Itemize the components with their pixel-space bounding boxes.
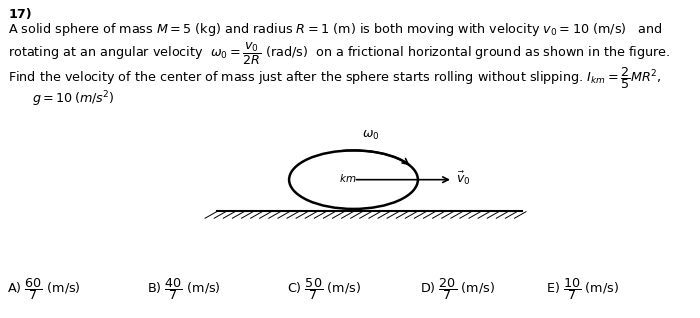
Text: D) $\dfrac{20}{7}$ (m/s): D) $\dfrac{20}{7}$ (m/s) bbox=[420, 276, 495, 302]
Text: B) $\dfrac{40}{7}$ (m/s): B) $\dfrac{40}{7}$ (m/s) bbox=[147, 276, 220, 302]
Text: Find the velocity of the center of mass just after the sphere starts rolling wit: Find the velocity of the center of mass … bbox=[8, 65, 662, 91]
Text: $\omega_0$: $\omega_0$ bbox=[363, 129, 379, 142]
Text: $g = 10\,(m/s^2)$: $g = 10\,(m/s^2)$ bbox=[32, 89, 114, 109]
Text: $\vec{v}_0$: $\vec{v}_0$ bbox=[456, 169, 471, 187]
Text: $km$: $km$ bbox=[340, 172, 356, 184]
Text: A solid sphere of mass $M = 5$ (kg) and radius $R = 1$ (m) is both moving with v: A solid sphere of mass $M = 5$ (kg) and … bbox=[8, 21, 663, 38]
Text: E) $\dfrac{10}{7}$ (m/s): E) $\dfrac{10}{7}$ (m/s) bbox=[546, 276, 619, 302]
Text: C) $\dfrac{50}{7}$ (m/s): C) $\dfrac{50}{7}$ (m/s) bbox=[287, 276, 361, 302]
Text: A) $\dfrac{60}{7}$ (m/s): A) $\dfrac{60}{7}$ (m/s) bbox=[7, 276, 80, 302]
Text: rotating at an angular velocity  $\omega_0 = \dfrac{v_0}{2R}$ (rad/s)  on a fric: rotating at an angular velocity $\omega_… bbox=[8, 41, 671, 67]
Text: 17): 17) bbox=[8, 8, 32, 21]
